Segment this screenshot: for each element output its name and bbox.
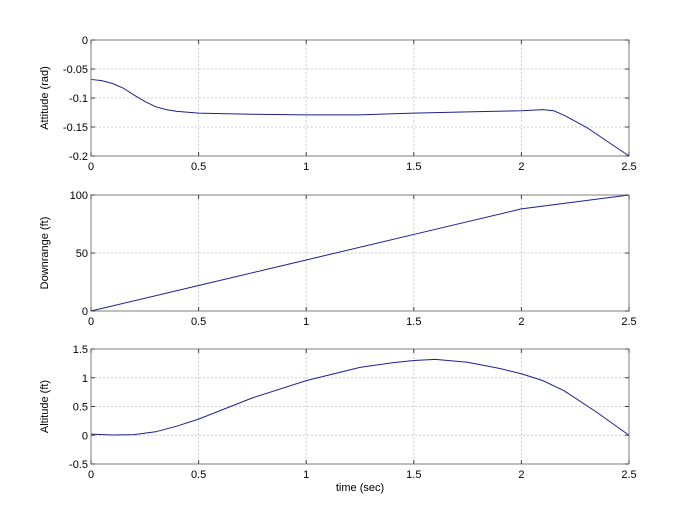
y-tick-label: -0.15 xyxy=(63,122,88,134)
data-line xyxy=(90,194,630,312)
y-tick-label: 0 xyxy=(82,306,88,318)
y-tick-label: 0 xyxy=(82,35,88,47)
tick-labels: 0 0.5 1 1.5 2 2.5 100 50 0 xyxy=(70,190,637,328)
grid-lines xyxy=(91,349,629,464)
y-tick-label: 1.5 xyxy=(73,344,88,356)
y-axis-label: Altitude (ft) xyxy=(39,380,51,433)
x-tick-label: 1.5 xyxy=(406,469,421,481)
data-line xyxy=(90,78,630,157)
x-tick-label: 0 xyxy=(88,469,94,481)
x-tick-label: 2 xyxy=(518,469,524,481)
x-axis-label: time (sec) xyxy=(336,482,384,494)
y-axis-label: Downrange (ft) xyxy=(39,217,51,290)
y-tick-label: -0.2 xyxy=(69,151,88,163)
tick-labels: 0 0.5 1 1.5 2 2.51.510.50-0.5 xyxy=(69,344,637,481)
x-tick-label: 1 xyxy=(303,161,309,173)
data-line xyxy=(90,358,630,436)
x-tick-label: 2.5 xyxy=(621,469,636,481)
x-tick-label: 1 xyxy=(303,316,309,328)
y-tick-label: 0 xyxy=(82,430,88,442)
x-tick-label: 0.5 xyxy=(191,469,206,481)
grid-lines xyxy=(91,195,629,311)
x-tick-label: 0.5 xyxy=(191,161,206,173)
attitude-subplot: 0 0.5 1 1.5 2 2.5 0 -0.05 -0.1 -0.15 -0.2 Attitude … xyxy=(39,35,637,173)
y-tick-label: 1 xyxy=(82,373,88,385)
y-tick-label: 50 xyxy=(76,248,88,260)
y-tick-label: -0.5 xyxy=(69,459,88,471)
y-tick-label: 100 xyxy=(70,190,88,202)
x-tick-label: 0.5 xyxy=(191,316,206,328)
x-tick-label: 1.5 xyxy=(406,316,421,328)
x-tick-label: 2 xyxy=(518,316,524,328)
x-tick-label: 0 xyxy=(88,161,94,173)
x-tick-label: 1 xyxy=(303,469,309,481)
downrange-subplot: 0 0.5 1 1.5 2 2.5 100 50 0 Downrange (ft) xyxy=(39,190,637,328)
x-tick-label: 2.5 xyxy=(621,161,636,173)
y-tick-label: -0.05 xyxy=(63,64,88,76)
x-tick-label: 1.5 xyxy=(406,161,421,173)
tick-labels: 0 0.5 1 1.5 2 2.5 0 -0.05 -0.1 -0.15 -0.2 xyxy=(63,35,637,173)
y-tick-label: 0.5 xyxy=(73,402,88,414)
x-tick-label: 2 xyxy=(518,161,524,173)
y-tick-label: -0.1 xyxy=(69,93,88,105)
x-tick-label: 2.5 xyxy=(621,316,636,328)
y-axis-label: Attitude (rad) xyxy=(39,66,51,130)
x-tick-label: 0 xyxy=(88,316,94,328)
grid-lines xyxy=(91,40,629,156)
